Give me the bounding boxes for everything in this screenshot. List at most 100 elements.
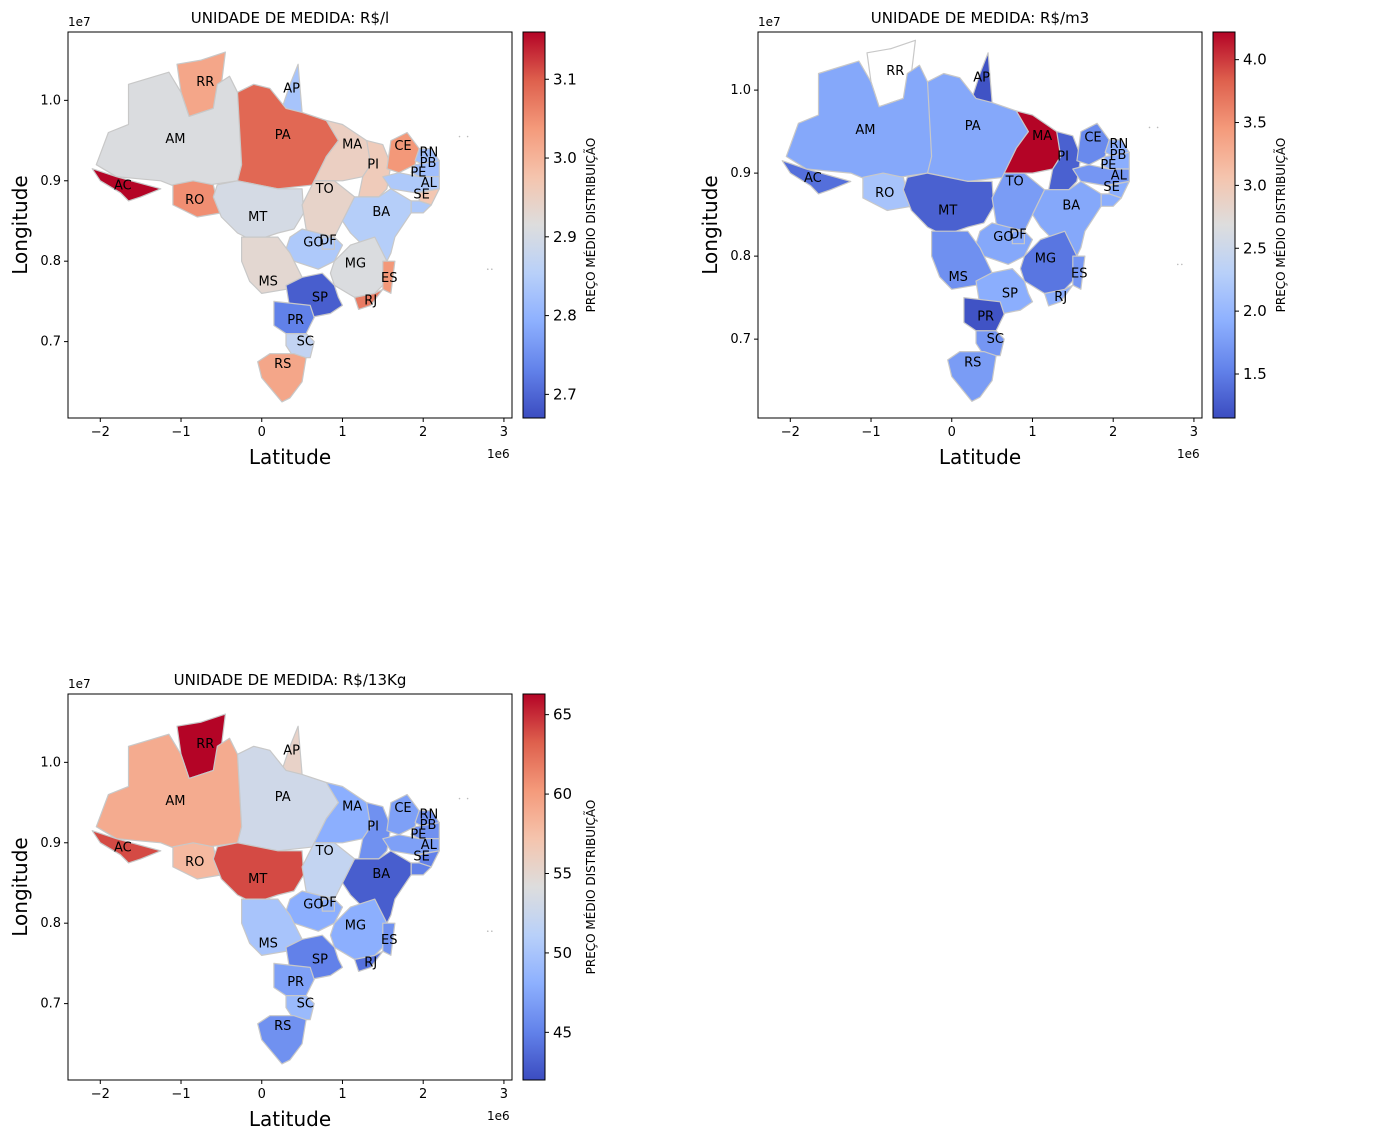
state-label-ms: MS	[258, 936, 277, 951]
x-tick-label: 0	[948, 425, 956, 440]
state-es	[382, 260, 396, 294]
colorbar	[522, 31, 546, 419]
y-exponent: 1e7	[68, 15, 91, 29]
colorbar-tick-label: 2.7	[553, 385, 577, 403]
x-tick-label: 3	[500, 425, 508, 440]
state-label-ap: AP	[283, 743, 300, 758]
state-label-pr: PR	[287, 975, 304, 990]
state-rj	[354, 950, 384, 972]
state-label-rn: RN	[419, 808, 438, 823]
state-pe	[382, 834, 440, 856]
state-ac	[91, 168, 162, 202]
state-ma	[1003, 110, 1066, 174]
state-label-to: TO	[315, 844, 334, 859]
state-label-sc: SC	[987, 332, 1004, 347]
state-label-pa: PA	[275, 790, 291, 805]
state-label-rs: RS	[964, 355, 981, 370]
map-title: UNIDADE DE MEDIDA: R$/l	[191, 9, 389, 27]
state-label-mt: MT	[938, 203, 957, 218]
y-tick-label: 0.8	[40, 916, 61, 931]
map-panel-r-m3: UNIDADE DE MEDIDA: R$/m3 RR AP AM PA AC RO MT MA…	[690, 0, 1370, 480]
state-label-sp: SP	[312, 952, 328, 967]
state-ba	[1031, 180, 1102, 257]
state-label-pr: PR	[287, 313, 304, 328]
y-exponent: 1e7	[758, 15, 781, 29]
map-chart: UNIDADE DE MEDIDA: R$/l RR AP AM PA AC RO MT MA P…	[8, 9, 598, 469]
island-dot	[486, 268, 489, 271]
state-label-es: ES	[1071, 267, 1087, 282]
state-label-pe: PE	[410, 166, 426, 181]
x-tick-label: −1	[171, 425, 190, 440]
state-am	[785, 60, 945, 182]
state-label-go: GO	[993, 230, 1013, 245]
x-tick-label: 2	[1109, 425, 1117, 440]
state-label-rs: RS	[274, 1019, 291, 1034]
x-tick-label: 3	[1190, 425, 1198, 440]
state-sc	[975, 330, 1005, 357]
x-tick-label: −1	[861, 425, 880, 440]
state-label-ac: AC	[114, 841, 132, 856]
state-label-rr: RR	[886, 64, 904, 79]
state-label-ap: AP	[973, 71, 990, 86]
island-dot	[486, 930, 489, 933]
y-tick-label: 1.0	[40, 755, 61, 770]
state-label-rs: RS	[274, 357, 291, 372]
state-label-mt: MT	[248, 872, 267, 887]
x-exponent: 1e6	[1177, 447, 1200, 461]
x-axis-label: Latitude	[939, 445, 1021, 469]
state-es	[382, 922, 396, 956]
colorbar-tick-label: 50	[553, 944, 572, 962]
state-label-ce: CE	[1084, 130, 1101, 145]
state-rj	[354, 288, 384, 310]
colorbar	[522, 693, 546, 1081]
y-tick-label: 0.9	[40, 174, 61, 189]
state-df	[1011, 230, 1025, 245]
state-label-ma: MA	[1032, 129, 1052, 144]
island-dot	[491, 268, 493, 271]
state-label-ms: MS	[948, 270, 967, 285]
colorbar-tick-label: 3.0	[1243, 176, 1267, 194]
state-label-df: DF	[319, 895, 337, 910]
state-label-mt: MT	[248, 210, 267, 225]
state-label-se: SE	[413, 187, 429, 202]
island-dot	[1181, 263, 1183, 266]
state-label-pa: PA	[965, 119, 981, 134]
x-axis-label: Latitude	[249, 1107, 331, 1131]
state-label-pb: PB	[420, 818, 437, 833]
state-label-se: SE	[1103, 180, 1119, 195]
island-dot	[1148, 126, 1151, 129]
state-df	[321, 236, 335, 250]
state-label-es: ES	[381, 271, 397, 286]
x-tick-label: 0	[258, 425, 266, 440]
state-mg	[329, 236, 388, 298]
state-es	[1072, 255, 1086, 290]
colorbar-tick-label: 2.0	[1243, 302, 1267, 320]
colorbar-label: PREÇO MÉDIO DISTRIBUIÇÃO	[1273, 138, 1288, 313]
state-label-pb: PB	[1110, 148, 1127, 163]
map-title: UNIDADE DE MEDIDA: R$/13Kg	[174, 671, 407, 689]
state-label-am: AM	[855, 123, 875, 138]
state-ms	[241, 898, 303, 956]
x-tick-label: 1	[338, 425, 346, 440]
colorbar-tick-label: 3.1	[553, 70, 577, 88]
state-label-mg: MG	[345, 919, 366, 934]
state-label-rr: RR	[196, 737, 214, 752]
state-label-df: DF	[319, 233, 337, 248]
colorbar-tick-label: 45	[553, 1023, 572, 1041]
state-ac	[91, 830, 162, 864]
state-am	[95, 733, 255, 852]
state-mg	[329, 898, 388, 960]
state-ms	[931, 230, 993, 290]
state-label-sc: SC	[297, 997, 314, 1012]
island-dot	[458, 135, 461, 138]
island-dot	[1176, 263, 1179, 266]
state-label-se: SE	[413, 849, 429, 864]
map-chart: UNIDADE DE MEDIDA: R$/13Kg RR AP AM PA AC RO MT…	[8, 671, 598, 1131]
colorbar-tick-label: 2.8	[553, 307, 577, 325]
state-label-ro: RO	[185, 855, 204, 870]
state-ba	[341, 188, 412, 262]
state-label-ac: AC	[804, 171, 822, 186]
state-label-go: GO	[303, 898, 323, 913]
state-ac	[781, 160, 852, 195]
axes-frame	[757, 31, 1203, 419]
